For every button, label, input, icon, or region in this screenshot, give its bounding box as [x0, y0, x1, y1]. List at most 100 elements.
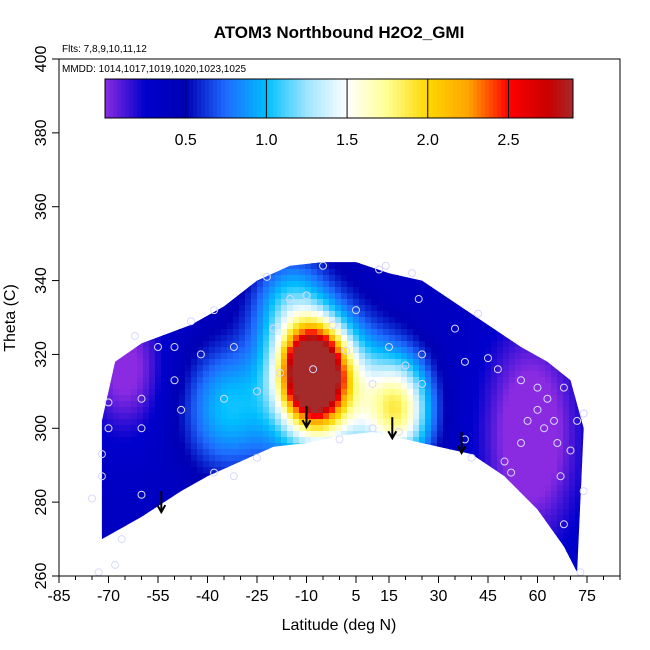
heatmap-cell	[467, 569, 474, 573]
heatmap-cell	[233, 389, 240, 396]
heatmap-cell	[335, 431, 342, 438]
heatmap-cell	[425, 503, 432, 510]
heatmap-cell	[143, 389, 150, 396]
heatmap-cell	[563, 347, 570, 354]
heatmap-cell	[167, 401, 174, 408]
heatmap-cell	[383, 251, 390, 258]
heatmap-cell	[359, 365, 366, 372]
heatmap-cell	[485, 497, 492, 504]
heatmap-cell	[371, 263, 378, 270]
heatmap-cell	[299, 383, 306, 390]
heatmap-cell	[77, 287, 84, 294]
heatmap-cell	[287, 347, 294, 354]
heatmap-cell	[71, 347, 78, 354]
heatmap-cell	[323, 491, 330, 498]
heatmap-cell	[569, 431, 576, 438]
heatmap-cell	[287, 449, 294, 456]
heatmap-cell	[521, 317, 528, 324]
heatmap-cell	[455, 395, 462, 402]
heatmap-cell	[557, 527, 564, 534]
heatmap-cell	[353, 455, 360, 462]
heatmap-cell	[539, 251, 546, 258]
heatmap-cell	[83, 269, 90, 276]
heatmap-cell	[545, 413, 552, 420]
heatmap-cell	[215, 293, 222, 300]
heatmap-cell	[575, 473, 582, 480]
heatmap-cell	[179, 275, 186, 282]
heatmap-cell	[551, 509, 558, 516]
heatmap-cell	[497, 413, 504, 420]
heatmap-cell	[587, 461, 594, 468]
heatmap-cell	[287, 557, 294, 564]
heatmap-cell	[503, 473, 510, 480]
heatmap-cell	[221, 491, 228, 498]
heatmap-cell	[395, 473, 402, 480]
heatmap-cell	[491, 281, 498, 288]
heatmap-cell	[65, 521, 72, 528]
heatmap-cell	[545, 347, 552, 354]
heatmap-cell	[71, 401, 78, 408]
heatmap-cell	[449, 461, 456, 468]
heatmap-cell	[323, 371, 330, 378]
heatmap-cell	[227, 431, 234, 438]
heatmap-cell	[527, 431, 534, 438]
heatmap-cell	[239, 335, 246, 342]
heatmap-cell	[323, 389, 330, 396]
heatmap-cell	[89, 365, 96, 372]
heatmap-cell	[77, 467, 84, 474]
heatmap-cell	[539, 269, 546, 276]
heatmap-cell	[167, 509, 174, 516]
heatmap-cell	[143, 365, 150, 372]
heatmap-cell	[473, 539, 480, 546]
heatmap-cell	[107, 353, 114, 360]
heatmap-cell	[335, 509, 342, 516]
heatmap-cell	[131, 359, 138, 366]
heatmap-cell	[407, 251, 414, 258]
heatmap-cell	[191, 497, 198, 504]
heatmap-cell	[227, 383, 234, 390]
heatmap-cell	[407, 335, 414, 342]
heatmap-cell	[287, 377, 294, 384]
heatmap-cell	[383, 527, 390, 534]
heatmap-cell	[557, 263, 564, 270]
heatmap-cell	[503, 365, 510, 372]
heatmap-cell	[101, 527, 108, 534]
heatmap-cell	[119, 347, 126, 354]
heatmap-cell	[89, 275, 96, 282]
heatmap-cell	[113, 497, 120, 504]
heatmap-cell	[203, 287, 210, 294]
heatmap-cell	[257, 419, 264, 426]
heatmap-cell	[461, 335, 468, 342]
heatmap-cell	[107, 449, 114, 456]
heatmap-cell	[335, 491, 342, 498]
heatmap-cell	[143, 293, 150, 300]
heatmap-cell	[581, 503, 584, 510]
heatmap-cell	[203, 419, 210, 426]
heatmap-cell	[125, 299, 132, 306]
heatmap-cell	[455, 569, 462, 573]
heatmap-cell	[401, 479, 408, 486]
heatmap-cell	[431, 371, 438, 378]
heatmap-cell	[167, 455, 174, 462]
heatmap-cell	[323, 317, 330, 324]
heatmap-cell	[509, 269, 516, 276]
heatmap-cell	[353, 251, 360, 258]
heatmap-cell	[503, 262, 510, 264]
heatmap-cell	[233, 413, 240, 420]
heatmap-cell	[485, 569, 492, 573]
heatmap-cell	[185, 347, 192, 354]
heatmap-cell	[149, 491, 156, 498]
heatmap-cell	[443, 503, 450, 510]
heatmap-cell	[305, 539, 312, 546]
heatmap-cell	[383, 395, 390, 402]
heatmap-cell	[149, 509, 156, 516]
heatmap-cell	[449, 341, 456, 348]
heatmap-cell	[443, 262, 450, 264]
heatmap-cell	[503, 437, 510, 444]
heatmap-cell	[425, 389, 432, 396]
heatmap-cell	[383, 371, 390, 378]
heatmap-cell	[437, 527, 444, 534]
heatmap-cell	[461, 293, 468, 300]
heatmap-cell	[461, 413, 468, 420]
heatmap-cell	[185, 401, 192, 408]
